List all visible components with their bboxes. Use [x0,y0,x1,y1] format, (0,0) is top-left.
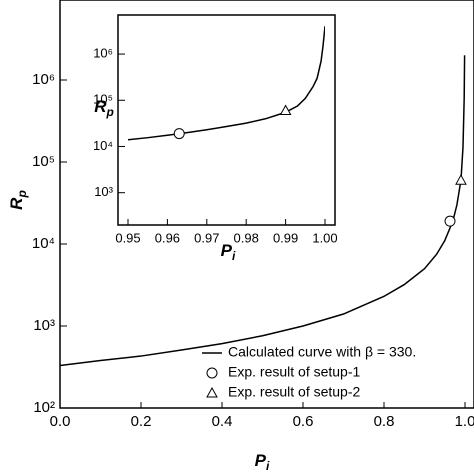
y-axis-label: Rp [94,97,114,119]
x-tick-label: 0.8 [374,413,395,430]
x-axis-label-main: P [221,241,233,260]
x-tick-label: 0.96 [155,230,180,245]
marker-triangle [206,386,218,398]
marker-circle [444,215,456,227]
y-tick-label: 10⁶ [32,71,55,88]
y-tick-label: 10⁶ [93,45,113,60]
y-tick-label: 10³ [94,184,113,199]
y-tick-label: 10³ [33,317,55,334]
y-axis-label-main: R [94,97,107,116]
x-tick-label: 0.99 [273,230,298,245]
x-tick-label: 0.4 [212,413,233,430]
y-tick-label: 10⁵ [93,92,113,107]
y-tick-label: 10⁵ [32,153,55,170]
x-tick-label: 0.0 [50,413,71,430]
legend-label: Exp. result of setup-2 [228,384,361,400]
x-axis-label-main: P [255,451,267,470]
y-axis-label: Rp [7,190,29,210]
x-tick-label: 0.98 [234,230,259,245]
y-axis-label-sub: p [15,190,29,198]
x-tick-label: 1.00 [312,230,337,245]
y-tick-label: 10⁴ [32,235,55,252]
x-tick-label: 1.0 [455,413,474,430]
legend-label: Calculated curve with β = 330. [228,344,416,360]
x-axis-label: Pi [255,451,270,473]
x-tick-label: 0.6 [293,413,314,430]
plot-area [128,26,325,141]
y-axis-label-main: R [7,197,26,210]
plot-frame [117,14,336,226]
y-axis-label-sub: p [105,105,113,119]
x-axis-label-sub: i [266,459,270,473]
marker-triangle [455,174,467,185]
legend-label: Exp. result of setup-1 [228,364,361,380]
marker-triangle [279,104,292,116]
plot-area [60,55,467,367]
marker-circle [173,128,185,140]
x-tick-label: 0.2 [131,413,152,430]
x-tick-label: 0.95 [115,230,140,245]
x-axis-label: Pi [221,241,236,263]
x-tick-label: 0.97 [194,230,219,245]
marker-circle [206,367,218,379]
x-axis-label-sub: i [232,249,236,263]
y-tick-label: 10⁴ [93,138,113,153]
y-tick-label: 10² [33,399,55,416]
